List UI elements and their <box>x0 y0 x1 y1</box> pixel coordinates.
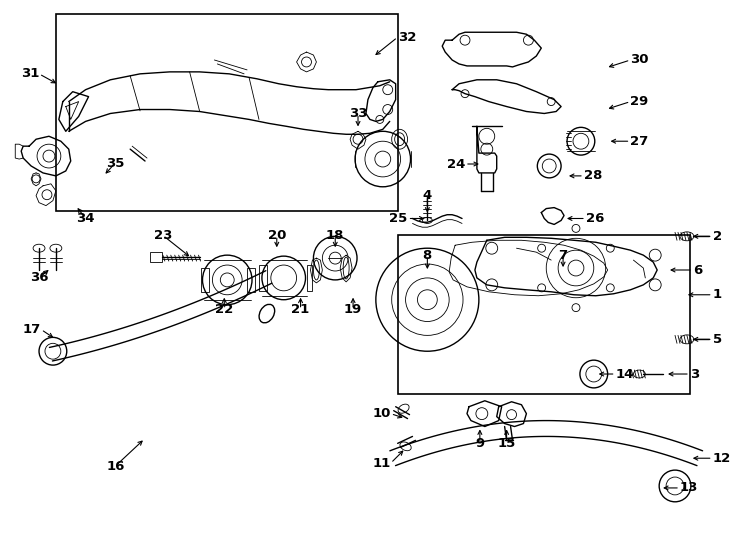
Text: 5: 5 <box>713 333 722 346</box>
Text: 14: 14 <box>616 368 634 381</box>
Bar <box>398 235 690 394</box>
Text: 13: 13 <box>680 482 698 495</box>
Text: 10: 10 <box>372 407 390 420</box>
Text: 3: 3 <box>690 368 699 381</box>
Text: 2: 2 <box>713 230 722 243</box>
Text: 24: 24 <box>446 158 465 171</box>
Bar <box>247 268 255 292</box>
Text: 36: 36 <box>30 272 48 285</box>
Bar <box>150 252 162 262</box>
Text: 34: 34 <box>76 212 95 225</box>
Text: 28: 28 <box>584 170 603 183</box>
Bar <box>56 15 398 211</box>
Text: 18: 18 <box>326 229 344 242</box>
Text: 29: 29 <box>631 95 649 108</box>
Text: 7: 7 <box>559 248 567 262</box>
Text: 26: 26 <box>586 212 604 225</box>
Text: 19: 19 <box>344 303 362 316</box>
Text: 9: 9 <box>476 437 484 450</box>
Text: 22: 22 <box>215 303 233 316</box>
Bar <box>259 265 267 291</box>
Text: 1: 1 <box>713 288 722 301</box>
Text: 33: 33 <box>349 107 367 120</box>
Bar <box>202 268 209 292</box>
Text: 11: 11 <box>372 457 390 470</box>
Text: 25: 25 <box>389 212 407 225</box>
Text: 31: 31 <box>21 68 39 80</box>
Text: 27: 27 <box>631 134 649 148</box>
Text: 23: 23 <box>153 229 172 242</box>
Text: 21: 21 <box>291 303 310 316</box>
Text: 6: 6 <box>693 264 702 276</box>
Text: 16: 16 <box>106 460 125 472</box>
Text: 8: 8 <box>423 248 432 262</box>
Bar <box>307 265 313 291</box>
Text: 32: 32 <box>398 31 416 44</box>
Text: 35: 35 <box>106 157 125 170</box>
Text: 20: 20 <box>268 229 286 242</box>
Text: 12: 12 <box>713 452 731 465</box>
Text: 15: 15 <box>498 437 516 450</box>
Text: 17: 17 <box>23 323 41 336</box>
Text: 4: 4 <box>423 189 432 202</box>
Text: 30: 30 <box>631 53 649 66</box>
